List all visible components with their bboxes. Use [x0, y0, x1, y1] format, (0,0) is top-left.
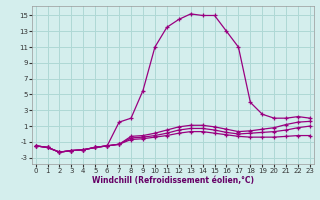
X-axis label: Windchill (Refroidissement éolien,°C): Windchill (Refroidissement éolien,°C) [92, 176, 254, 185]
